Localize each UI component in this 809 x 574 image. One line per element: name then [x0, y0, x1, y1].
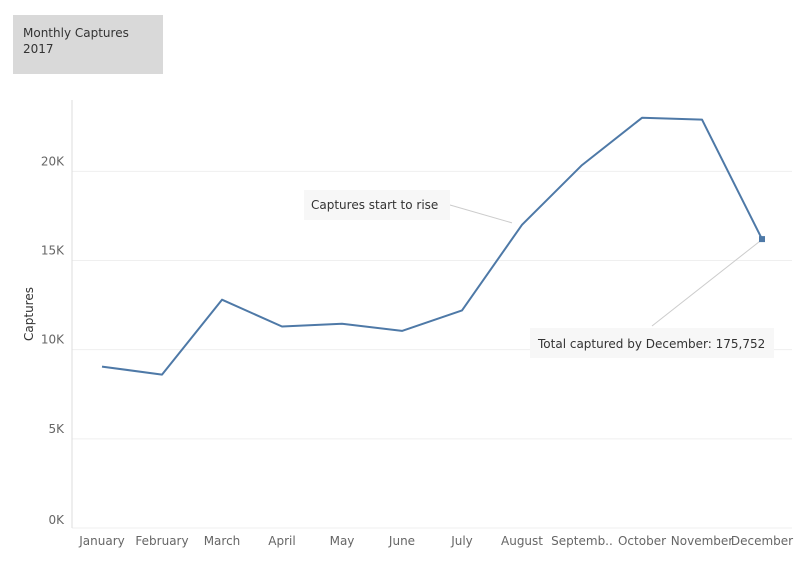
- annotation-box: [530, 328, 774, 358]
- data-point[interactable]: [459, 307, 465, 313]
- x-tick-label: April: [268, 534, 295, 548]
- data-point[interactable]: [339, 321, 345, 327]
- x-tick-label: August: [501, 534, 543, 548]
- x-tick-label: December: [731, 534, 793, 548]
- y-tick-label: 0K: [48, 513, 65, 527]
- data-point[interactable]: [99, 364, 105, 370]
- data-points: [99, 115, 765, 378]
- annotation-text: Captures start to rise: [311, 198, 438, 212]
- y-axis-label: Captures: [22, 287, 36, 341]
- x-tick-label: November: [671, 534, 733, 548]
- data-point[interactable]: [699, 117, 705, 123]
- chart-title: Monthly Captures: [23, 26, 129, 40]
- annotation-box: [304, 190, 450, 220]
- data-point[interactable]: [159, 372, 165, 378]
- x-axis-ticks: January February March April May June July Augu…: [78, 534, 793, 548]
- x-tick-label: Septemb..: [551, 534, 613, 548]
- data-point[interactable]: [639, 115, 645, 121]
- annotation-connector: [651, 240, 761, 327]
- y-axis-tick-labels: 0K 5K 10K 15K 20K: [41, 154, 65, 527]
- y-tick-label: 15K: [41, 244, 65, 258]
- y-tick-label: 5K: [48, 422, 65, 436]
- data-point[interactable]: [579, 162, 585, 168]
- data-point[interactable]: [279, 323, 285, 329]
- title-box: Monthly Captures 2017: [13, 15, 163, 74]
- x-tick-label: June: [388, 534, 415, 548]
- data-point[interactable]: [219, 297, 225, 303]
- x-tick-label: July: [450, 534, 473, 548]
- x-tick-label: February: [135, 534, 188, 548]
- data-point[interactable]: [399, 328, 405, 334]
- y-tick-label: 10K: [41, 333, 65, 347]
- x-tick-label: October: [618, 534, 666, 548]
- data-point[interactable]: [759, 236, 765, 243]
- x-tick-label: May: [330, 534, 355, 548]
- x-tick-label: March: [204, 534, 241, 548]
- chart-subtitle: 2017: [23, 42, 54, 56]
- series-line: [101, 116, 763, 376]
- annotations: Captures start to rise Total captured by …: [304, 190, 774, 358]
- annotation-text: Total captured by December: 175,752: [537, 337, 765, 351]
- y-tick-label: 20K: [41, 154, 65, 168]
- x-tick-label: January: [78, 534, 125, 548]
- data-point[interactable]: [519, 222, 525, 228]
- annotation-connector: [449, 204, 513, 224]
